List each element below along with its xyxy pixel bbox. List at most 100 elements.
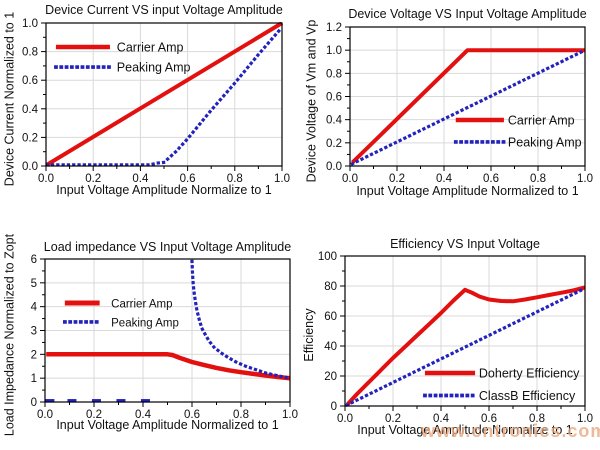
svg-text:0.0: 0.0	[342, 173, 358, 185]
svg-text:1.0: 1.0	[282, 409, 298, 421]
svg-text:0.6: 0.6	[180, 173, 196, 185]
chart-title: Device Voltage VS Input Voltage Amplitud…	[348, 7, 587, 21]
axis-box	[45, 22, 283, 167]
chart-title: Efficiency VS Input Voltage	[390, 237, 540, 251]
series-peaking-amp	[350, 48, 586, 166]
svg-text:0.0: 0.0	[37, 409, 53, 421]
legend-label: Peaking Amp	[508, 135, 582, 149]
series-marks	[45, 399, 150, 403]
chart-device-current: Device Current VS input Voltage Amplitud…	[0, 0, 300, 225]
series-doherty-efficiency	[345, 285, 586, 406]
svg-text:0.2: 0.2	[389, 173, 405, 185]
svg-text:0.6: 0.6	[326, 92, 342, 104]
svg-text:0.6: 0.6	[481, 413, 497, 425]
tick-labels: 0.0 0.2 0.4 0.6 0.8 1.0 0 20 40 60 80 100	[318, 251, 593, 425]
series-carrier-amp	[46, 22, 283, 167]
x-axis-label: Input Voltage Amplitude Normalized to 1	[56, 418, 279, 432]
svg-text:80: 80	[324, 281, 337, 293]
svg-text:0.2: 0.2	[86, 409, 102, 421]
svg-text:1.0: 1.0	[274, 173, 290, 185]
svg-text:1.0: 1.0	[577, 413, 593, 425]
svg-text:20: 20	[324, 371, 337, 383]
gridlines	[344, 255, 586, 407]
tick-labels: 0.0 0.2 0.4 0.6 0.8 1.0 0.0 0.2 0.4 0.6 0.8 1.0	[22, 18, 290, 185]
svg-text:0.4: 0.4	[433, 413, 450, 425]
legend-label: Carrier Amp	[117, 41, 184, 55]
legend: Carrier Amp Peaking Amp	[453, 113, 582, 149]
chart-title: Load impedance VS Input Voltage Amplitud…	[43, 240, 292, 254]
svg-text:60: 60	[324, 311, 337, 323]
svg-text:0.2: 0.2	[85, 173, 101, 185]
plot-svg: 0.0 0.2 0.4 0.6 0.8 1.0 0.0 0.2 0.4 0.6 0.8 1.0 1.2 C…	[326, 22, 593, 185]
svg-text:0.0: 0.0	[326, 161, 342, 173]
axis-box	[344, 255, 586, 407]
plot-svg: 0.0 0.2 0.4 0.6 0.8 1.0 0.0 0.2 0.4 0.6 0.8 1.0 Carr…	[22, 18, 290, 185]
plot-svg: 0.0 0.2 0.4 0.6 0.8 1.0 0 1 2 3 4 5 6 Carrier Amp Peak…	[31, 254, 298, 421]
legend-label: Carrier Amp	[111, 299, 172, 311]
svg-text:0: 0	[31, 397, 37, 409]
chart-title: Device Current VS input Voltage Amplitud…	[45, 3, 283, 17]
svg-text:0.8: 0.8	[530, 173, 546, 185]
legend-label: Doherty Efficiency	[479, 367, 580, 381]
svg-text:0.4: 0.4	[22, 104, 39, 116]
svg-text:0.6: 0.6	[22, 75, 38, 87]
axis-ticks	[340, 255, 586, 411]
svg-text:1.0: 1.0	[22, 18, 38, 30]
svg-text:0.2: 0.2	[385, 413, 401, 425]
svg-text:0.4: 0.4	[436, 173, 453, 185]
series-classb-efficiency	[345, 286, 586, 407]
series-carrier-amp	[351, 48, 585, 164]
x-axis-label: Input Voltage Amplitude Normalized to 1	[356, 184, 579, 198]
svg-text:6: 6	[31, 254, 37, 266]
axis-box	[44, 258, 291, 403]
legend-label: Peaking Amp	[111, 317, 179, 329]
tick-labels: 0.0 0.2 0.4 0.6 0.8 1.0 0.0 0.2 0.4 0.6 0.8 1.0 1.2	[326, 22, 593, 185]
svg-text:1.0: 1.0	[577, 173, 593, 185]
tick-labels: 0.0 0.2 0.4 0.6 0.8 1.0 0 1 2 3 4 5 6	[31, 254, 298, 421]
svg-text:0.8: 0.8	[326, 68, 342, 80]
svg-text:0.8: 0.8	[529, 413, 545, 425]
x-axis-label: Input Voltage Amplitude Normalize to 1	[357, 423, 573, 437]
svg-text:100: 100	[318, 251, 337, 263]
legend-label: Peaking Amp	[117, 61, 191, 75]
svg-text:3: 3	[31, 326, 37, 338]
chart-load-impedance: Load impedance VS Input Voltage Amplitud…	[0, 225, 300, 450]
plot-svg: 0.0 0.2 0.4 0.6 0.8 1.0 0 20 40 60 80 100 Doherty Ef…	[318, 251, 593, 425]
chart-device-voltage: Device Voltage VS Input Voltage Amplitud…	[300, 0, 600, 225]
legend-label: Carrier Amp	[508, 113, 575, 127]
svg-text:0.8: 0.8	[227, 173, 243, 185]
svg-text:2: 2	[31, 349, 37, 361]
svg-text:0.4: 0.4	[326, 115, 343, 127]
series-peaking-amp	[45, 25, 283, 167]
legend: Doherty Efficiency ClassB Efficiency	[423, 367, 580, 403]
legend: Carrier Amp Peaking Amp	[62, 299, 179, 329]
svg-text:5: 5	[31, 278, 37, 290]
gridlines	[44, 258, 291, 403]
svg-text:0.2: 0.2	[326, 138, 342, 150]
svg-text:0.0: 0.0	[22, 161, 38, 173]
svg-text:0.2: 0.2	[22, 132, 38, 144]
svg-text:0: 0	[331, 401, 337, 413]
svg-text:0.8: 0.8	[233, 409, 249, 421]
legend-label: ClassB Efficiency	[479, 389, 576, 403]
series-peaking-amp	[190, 259, 291, 381]
chart-efficiency: Efficiency VS Input Voltage Efficiency 0…	[300, 225, 600, 450]
svg-text:4: 4	[31, 302, 38, 314]
svg-text:0.4: 0.4	[135, 409, 152, 421]
svg-text:1: 1	[31, 373, 37, 385]
svg-text:40: 40	[324, 341, 337, 353]
axis-box	[349, 26, 586, 167]
axis-ticks	[40, 258, 291, 407]
legend: Carrier Amp Peaking Amp	[54, 41, 191, 75]
svg-text:1.2: 1.2	[326, 22, 342, 34]
svg-text:0.0: 0.0	[337, 413, 353, 425]
x-axis-label: Input Voltage Amplitude Normalize to 1	[56, 183, 272, 197]
svg-text:0.8: 0.8	[22, 47, 38, 59]
series-carrier-amp	[46, 352, 291, 381]
svg-text:1.0: 1.0	[326, 45, 342, 57]
svg-text:0.0: 0.0	[38, 173, 54, 185]
svg-text:0.4: 0.4	[132, 173, 149, 185]
svg-text:0.6: 0.6	[483, 173, 499, 185]
svg-text:0.6: 0.6	[184, 409, 200, 421]
